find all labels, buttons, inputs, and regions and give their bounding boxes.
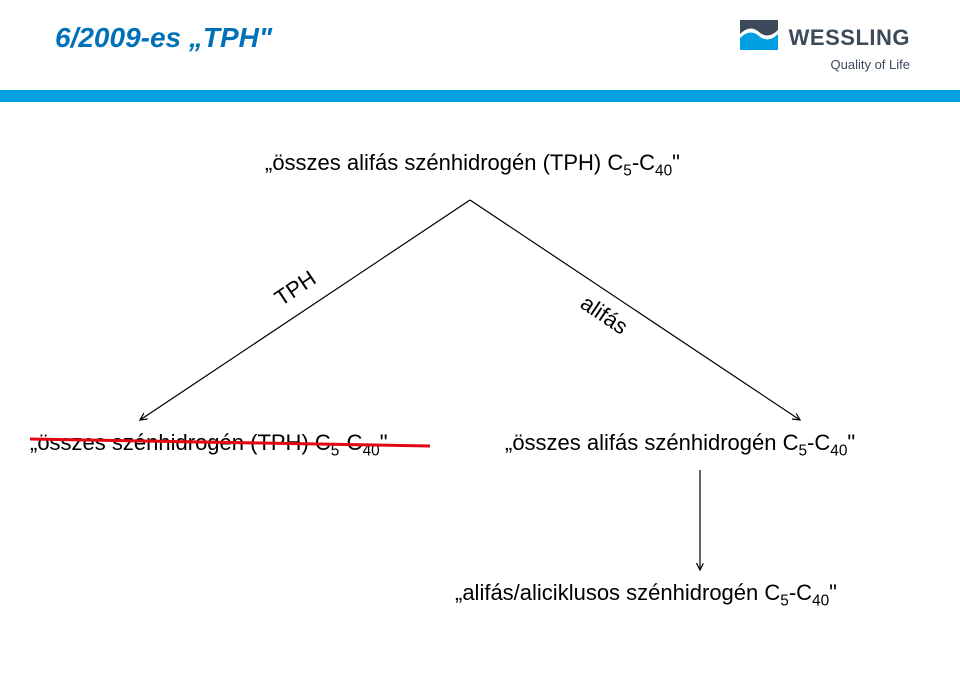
left-leaf-prefix: „összes szénhidrogén (TPH) C xyxy=(30,430,331,455)
top-label-prefix: „összes alifás szénhidrogén (TPH) C xyxy=(265,150,623,175)
right-leaf-mid: -C xyxy=(807,430,830,455)
bottom-leaf-sub2: 40 xyxy=(812,592,829,609)
left-leaf-sub2: 40 xyxy=(363,442,380,459)
top-label-sub2: 40 xyxy=(655,162,672,179)
right-leaf-prefix: „összes alifás szénhidrogén C xyxy=(505,430,798,455)
right-leaf-suffix: " xyxy=(847,430,855,455)
left-leaf-mid: -C xyxy=(339,430,362,455)
diagram-top-label: „összes alifás szénhidrogén (TPH) C5-C40… xyxy=(265,150,680,180)
bottom-leaf-suffix: " xyxy=(829,580,837,605)
top-label-sub1: 5 xyxy=(623,162,632,179)
top-label-mid: -C xyxy=(632,150,655,175)
bottom-leaf-prefix: „alifás/aliciklusos szénhidrogén C xyxy=(455,580,780,605)
bottom-leaf-sub1: 5 xyxy=(780,592,789,609)
bottom-leaf-mid: -C xyxy=(789,580,812,605)
right-leaf-sub1: 5 xyxy=(798,442,807,459)
diagram-left-leaf: „összes szénhidrogén (TPH) C5-C40" xyxy=(30,430,388,460)
left-leaf-suffix: " xyxy=(380,430,388,455)
diagram-bottom-leaf: „alifás/aliciklusos szénhidrogén C5-C40" xyxy=(455,580,837,610)
top-label-suffix: " xyxy=(672,150,680,175)
diagram-right-leaf: „összes alifás szénhidrogén C5-C40" xyxy=(505,430,855,460)
right-leaf-sub2: 40 xyxy=(830,442,847,459)
